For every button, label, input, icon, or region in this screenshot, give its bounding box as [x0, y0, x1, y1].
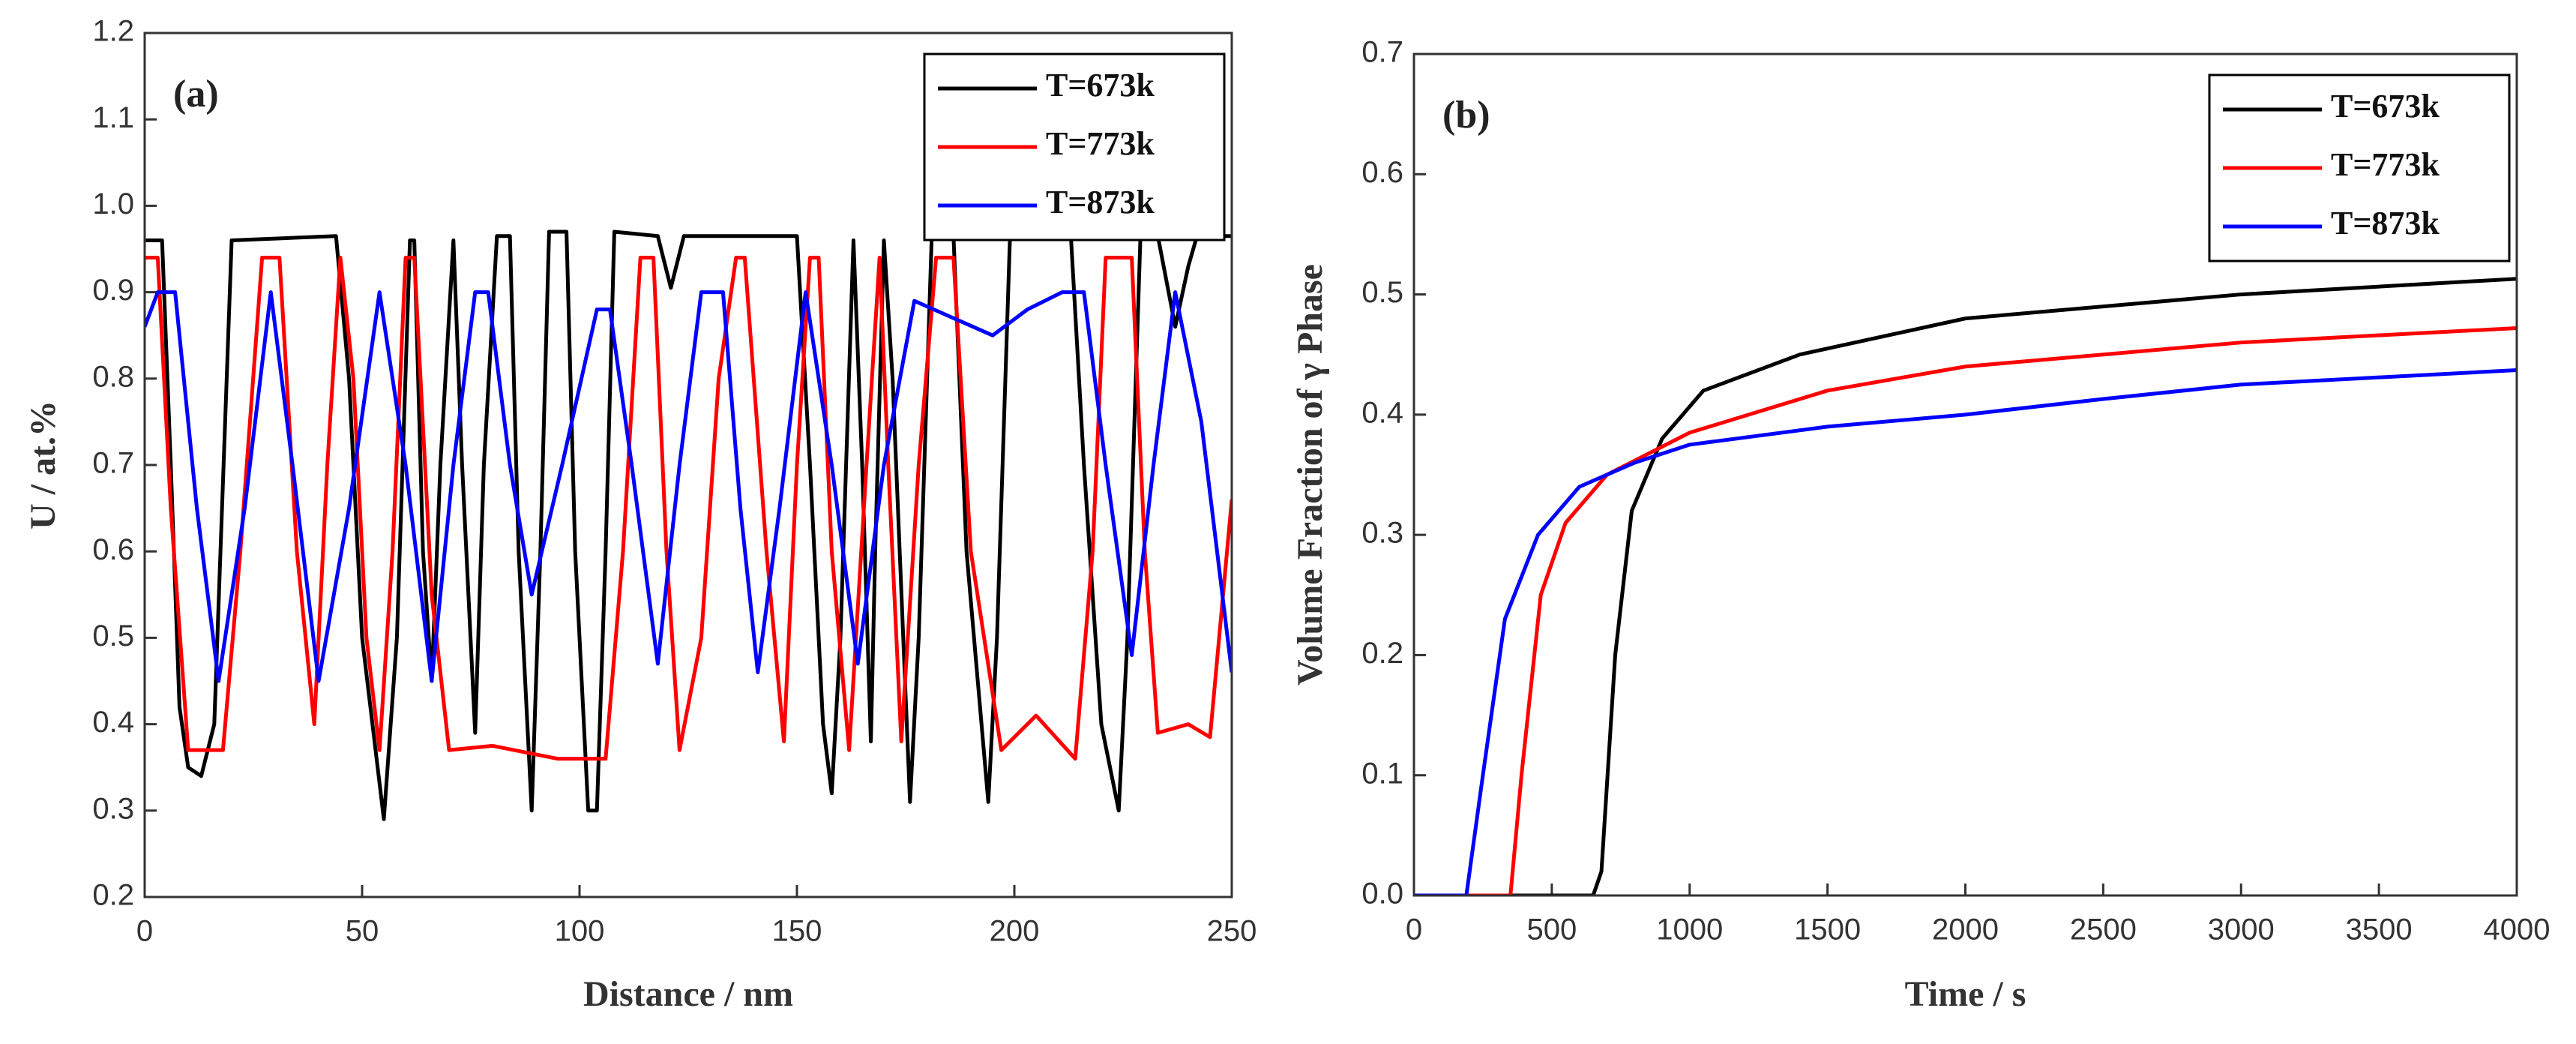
x-tick-label: 2500: [2070, 914, 2137, 946]
panel-label: (a): [173, 73, 219, 116]
y-axis-label: U / at.%: [23, 400, 63, 530]
series-line: [145, 230, 1232, 821]
y-tick-label: 0.1: [1361, 757, 1403, 790]
plot-frame: [143, 32, 1233, 898]
legend-label: T=873k: [1046, 184, 1155, 220]
y-tick-label: 0.9: [92, 274, 134, 307]
series-line: [145, 256, 1232, 761]
y-tick-label: 0.3: [1361, 517, 1403, 550]
y-tick-label: 0.7: [1361, 36, 1403, 69]
panel-label: (b): [1442, 94, 1490, 136]
legend-label: T=873k: [2331, 205, 2440, 242]
legend-label: T=673k: [1046, 67, 1155, 104]
x-tick-label: 2000: [1932, 914, 1999, 946]
x-tick-label: 500: [1527, 914, 1577, 946]
series-line: [145, 290, 1232, 683]
x-tick-label: 1000: [1656, 914, 1723, 946]
x-tick-label: 4000: [2484, 914, 2551, 946]
y-tick-label: 0.5: [1361, 276, 1403, 309]
x-axis-label: Time / s: [1905, 974, 2026, 1014]
y-tick-label: 1.0: [92, 188, 134, 220]
y-tick-label: 1.1: [92, 101, 134, 134]
legend-label: T=673k: [2331, 88, 2440, 124]
x-tick-label: 100: [555, 915, 605, 948]
x-tick-label: 150: [772, 915, 822, 948]
x-tick-label: 200: [990, 915, 1040, 948]
x-tick-label: 50: [346, 915, 379, 948]
x-tick-label: 1500: [1794, 914, 1861, 946]
y-tick-label: 0.5: [92, 620, 134, 652]
y-tick-label: 0.8: [92, 360, 134, 393]
plot-lines: [145, 230, 1232, 821]
plot-lines: [1414, 277, 2517, 896]
y-tick-label: 0.7: [92, 447, 134, 480]
x-tick-label: 3000: [2208, 914, 2275, 946]
x-axis-label: Distance / nm: [583, 974, 793, 1014]
x-tick-label: 0: [136, 915, 153, 948]
y-tick-label: 0.2: [92, 879, 134, 912]
legend-label: T=773k: [2331, 146, 2440, 183]
x-tick-label: 250: [1207, 915, 1257, 948]
y-tick-label: 0.4: [92, 706, 134, 739]
x-tick-label: 3500: [2346, 914, 2413, 946]
series-line: [1414, 277, 2517, 896]
legend-label: T=773k: [1046, 125, 1155, 162]
y-tick-label: 1.2: [92, 15, 134, 48]
plot-frame: [1412, 52, 2518, 897]
series-line: [1414, 368, 2517, 896]
y-tick-label: 0.4: [1361, 396, 1403, 429]
y-tick-label: 0.3: [92, 792, 134, 825]
y-tick-label: 0.0: [1361, 878, 1403, 910]
y-axis-label: Volume Fraction of γ Phase: [1290, 264, 1330, 686]
y-tick-label: 0.6: [92, 533, 134, 566]
y-tick-label: 0.6: [1361, 156, 1403, 189]
y-tick-label: 0.2: [1361, 637, 1403, 670]
x-tick-label: 0: [1406, 914, 1422, 946]
